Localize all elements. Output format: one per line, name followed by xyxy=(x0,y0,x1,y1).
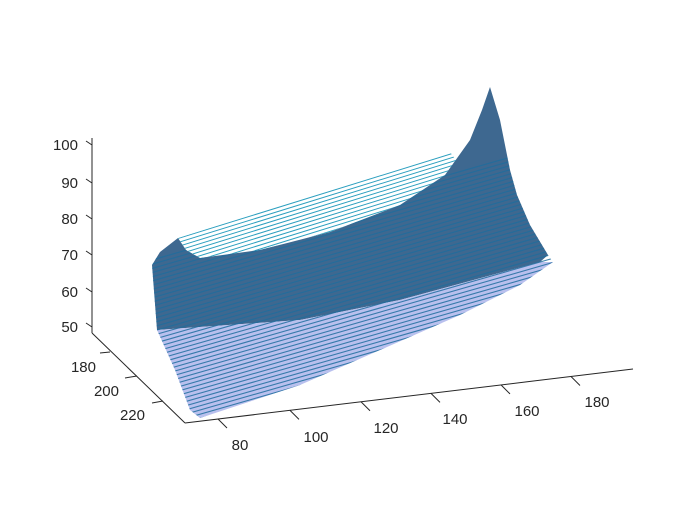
mesh-line xyxy=(152,248,553,372)
x-tick-label: 80 xyxy=(232,437,249,454)
z-tick xyxy=(85,322,93,328)
x-tick-label: 160 xyxy=(514,403,539,420)
mesh-line xyxy=(152,236,553,360)
rim-line xyxy=(178,175,456,258)
rim-line xyxy=(178,159,456,254)
x-tick xyxy=(360,401,371,412)
mesh-line xyxy=(152,181,553,305)
rim-line xyxy=(178,163,456,258)
x-tick xyxy=(289,409,300,420)
rim-line xyxy=(178,155,456,250)
mesh-line xyxy=(152,261,553,385)
y-tick-label: 220 xyxy=(120,407,145,424)
x-tick-label: 120 xyxy=(373,420,398,437)
y-tick-label: 180 xyxy=(71,359,96,376)
rim-line xyxy=(178,152,456,246)
z-tick xyxy=(85,287,93,293)
mesh-line xyxy=(152,168,553,292)
x-tick-label: 100 xyxy=(303,429,328,446)
tick-group: 100 90 80 70 60 50 180 200 220 80 100 12… xyxy=(53,137,610,454)
z-tick-label: 70 xyxy=(61,247,78,264)
x-axis-line xyxy=(184,368,634,424)
y-tick xyxy=(99,351,111,354)
mesh-line xyxy=(152,215,553,339)
z-tick-label: 90 xyxy=(61,175,78,192)
surface xyxy=(152,87,553,418)
mesh-line xyxy=(152,185,553,309)
y-tick xyxy=(124,375,138,379)
mesh-line xyxy=(152,269,553,393)
x-tick xyxy=(217,418,228,429)
mesh-line xyxy=(152,206,553,330)
z-tick-label: 80 xyxy=(61,211,78,228)
mesh-line xyxy=(152,210,553,334)
y-tick-label: 200 xyxy=(94,383,119,400)
mesh-line xyxy=(152,164,553,288)
x-tick xyxy=(500,384,511,395)
x-tick-label: 140 xyxy=(442,411,467,428)
x-tick xyxy=(430,392,441,403)
mesh-line xyxy=(152,265,553,389)
mesh-line xyxy=(152,173,553,297)
mesh-lines xyxy=(152,139,553,418)
mesh-line xyxy=(152,202,553,326)
rim-line xyxy=(178,171,456,258)
z-tick xyxy=(85,140,93,146)
mesh-line xyxy=(152,198,553,322)
mesh-line xyxy=(152,252,553,376)
axes xyxy=(85,138,634,429)
mesh-line xyxy=(152,189,553,313)
z-tick-label: 50 xyxy=(61,319,78,336)
mesh-line xyxy=(152,219,553,343)
mesh-line xyxy=(152,227,553,351)
surface-rim-area xyxy=(178,152,456,258)
mesh-line xyxy=(152,273,553,397)
y-axis-line xyxy=(91,332,186,424)
mesh-line xyxy=(152,223,553,347)
x-tick xyxy=(570,376,581,386)
x-tick-label: 180 xyxy=(584,394,609,411)
z-tick xyxy=(85,178,93,184)
rim-line xyxy=(178,152,456,242)
z-tick-label: 60 xyxy=(61,284,78,301)
y-tick xyxy=(151,400,164,404)
z-tick xyxy=(85,214,93,220)
mesh-line xyxy=(152,194,553,318)
mesh-line xyxy=(152,244,553,368)
mesh-line xyxy=(152,160,553,284)
mesh-line xyxy=(152,177,553,301)
mesh-line xyxy=(152,257,553,381)
mesh-line xyxy=(152,240,553,364)
z-tick-label: 100 xyxy=(53,137,78,154)
rim-line xyxy=(178,167,456,258)
mesh-line xyxy=(152,231,553,355)
z-tick xyxy=(85,250,93,256)
